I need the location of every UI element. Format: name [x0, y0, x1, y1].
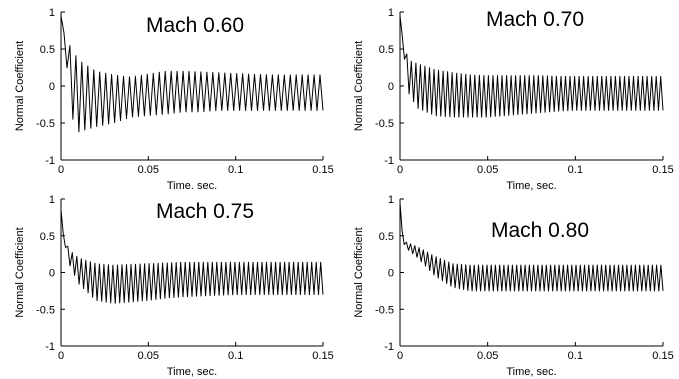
x-tick-label: 0 — [397, 350, 403, 362]
y-tick-label: 0.5 — [40, 231, 55, 243]
y-tick-label: 0 — [388, 268, 394, 280]
x-tick-label: 0 — [58, 350, 64, 362]
series-line — [399, 15, 664, 159]
y-tick-label: -1 — [45, 155, 55, 167]
y-axis-label: Normal Coefficient — [353, 227, 365, 317]
x-tick-label: 0.1 — [568, 164, 583, 176]
x-tick-label: 0 — [397, 164, 403, 176]
x-axis-label: Time, sec. — [506, 180, 556, 192]
y-tick-label: 1 — [49, 7, 55, 19]
y-tick-label: 0 — [388, 81, 394, 93]
x-tick-label: 0.15 — [652, 350, 673, 362]
x-tick-label: 0.05 — [138, 164, 159, 176]
y-axis-label: Normal Coefficient — [14, 227, 26, 317]
series-line — [399, 202, 664, 345]
y-tick-label: 0.5 — [379, 44, 394, 56]
x-tick-label: 0.1 — [228, 164, 243, 176]
y-tick-label: 0.5 — [379, 231, 394, 243]
y-tick-label: -0.5 — [36, 304, 55, 316]
y-tick-label: 1 — [388, 7, 394, 19]
x-tick-label: 0.15 — [312, 164, 333, 176]
x-tick-label: 0.05 — [477, 164, 498, 176]
x-axis-label: Time, sec. — [167, 366, 217, 378]
x-tick-label: 0.1 — [228, 350, 243, 362]
y-tick-label: -0.5 — [375, 304, 394, 316]
x-tick-label: 0.15 — [652, 164, 673, 176]
x-tick-label: 0.05 — [477, 350, 498, 362]
y-axis-label: Normal Coefficient — [353, 41, 365, 131]
y-tick-label: -1 — [45, 341, 55, 353]
series-line — [60, 15, 324, 159]
y-axis-label: Normal Coefficient — [14, 41, 26, 131]
panel-title: Mach 0.60 — [146, 14, 244, 37]
series-line — [60, 209, 324, 345]
y-tick-label: 0 — [49, 81, 55, 93]
x-tick-label: 0.05 — [138, 350, 159, 362]
y-tick-label: 0.5 — [40, 44, 55, 56]
panel-title: Mach 0.80 — [491, 219, 589, 242]
y-tick-label: -1 — [384, 155, 394, 167]
y-tick-label: -1 — [384, 341, 394, 353]
panel-title: Mach 0.75 — [156, 200, 254, 223]
y-tick-label: 1 — [49, 194, 55, 206]
x-axis-label: Time. sec. — [167, 180, 217, 192]
x-axis-label: Time, sec. — [506, 366, 556, 378]
panel-title: Mach 0.70 — [486, 8, 584, 31]
y-tick-label: 0 — [49, 268, 55, 280]
y-tick-label: -0.5 — [375, 118, 394, 130]
y-tick-label: 1 — [388, 194, 394, 206]
x-tick-label: 0 — [58, 164, 64, 176]
x-tick-label: 0.15 — [312, 350, 333, 362]
x-tick-label: 0.1 — [568, 350, 583, 362]
y-tick-label: -0.5 — [36, 118, 55, 130]
